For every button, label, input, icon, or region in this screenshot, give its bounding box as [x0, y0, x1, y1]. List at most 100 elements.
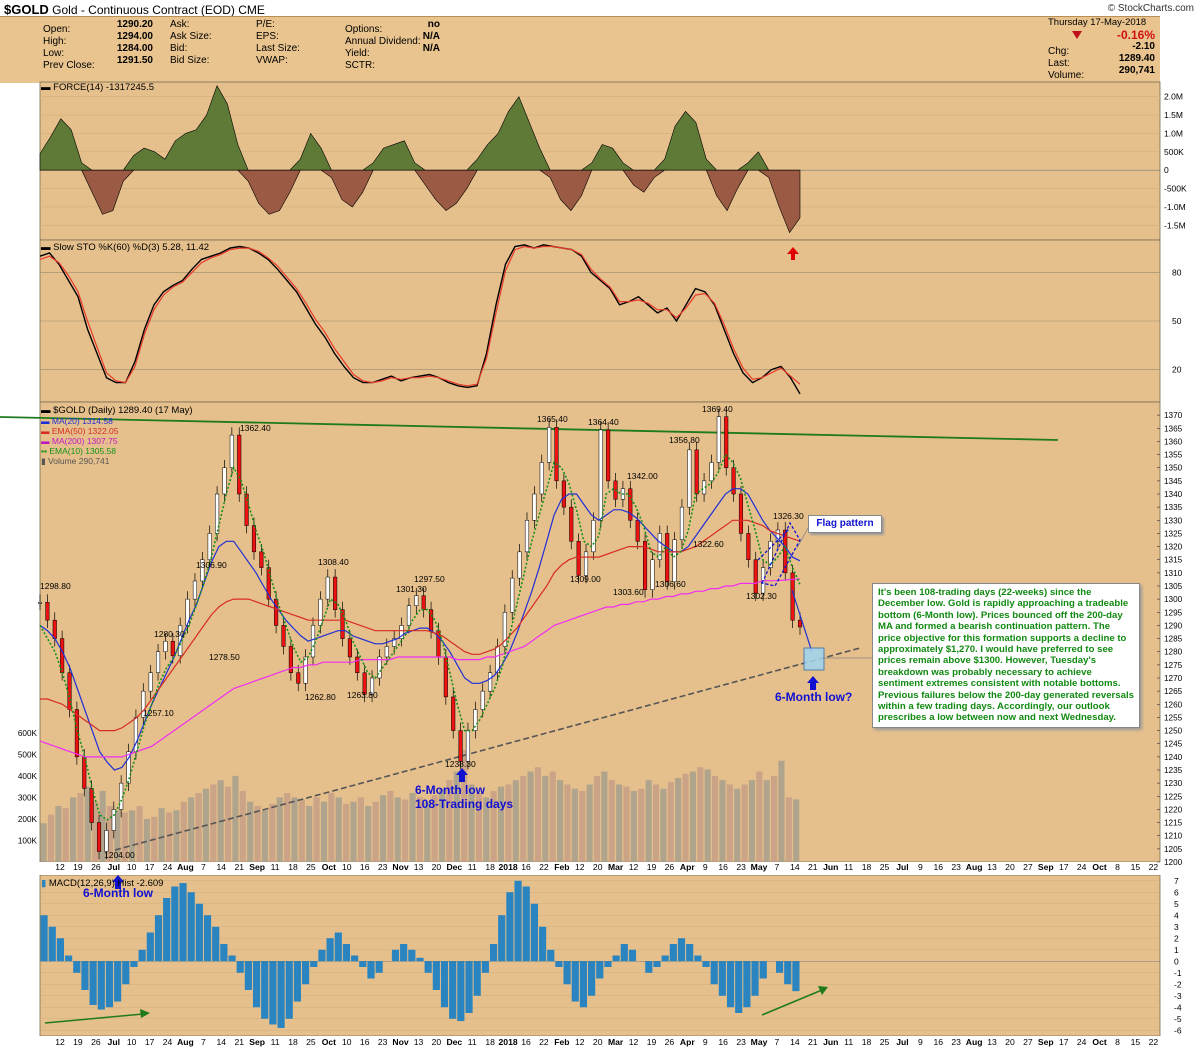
symbol: $GOLD [4, 2, 49, 17]
candle-body [303, 656, 308, 684]
x-tick: 22 [539, 862, 549, 872]
candle-body [406, 605, 411, 626]
candle-body [746, 533, 751, 560]
macd-bar [138, 949, 146, 962]
price-label: 1278.50 [209, 652, 240, 662]
candle-body [547, 426, 552, 463]
price-ytick: 1200 [1164, 858, 1183, 867]
candle-body [369, 677, 375, 695]
xaxis-strip-2 [0, 1036, 1200, 1052]
volume-bar [239, 790, 246, 862]
macd-ytick: 4 [1174, 910, 1179, 920]
price-ytick: 1325 [1164, 529, 1183, 538]
x-tick-bottom: Mar [608, 1037, 624, 1047]
volume-bar [549, 771, 556, 862]
x-tick-bottom: Jul [108, 1037, 120, 1047]
macd-bar [342, 944, 351, 962]
candle-body [628, 488, 633, 521]
price-label: 1308.40 [318, 557, 349, 567]
macd-bar [677, 938, 686, 962]
x-tick-bottom: 7 [201, 1037, 206, 1047]
macd-bar [588, 961, 596, 996]
volume-bar [638, 788, 645, 862]
volume-bar [446, 780, 453, 862]
force-ytick: -500K [1164, 184, 1187, 194]
flag-pattern-label: Flag pattern [808, 515, 882, 533]
sto-ytick: 20 [1172, 365, 1182, 375]
price-ytick: 1250 [1164, 727, 1183, 736]
candle-body [229, 434, 234, 468]
projection-line [791, 589, 813, 653]
volume-bar [542, 775, 549, 862]
force-negative-area [40, 169, 801, 234]
price-label: 1342.00 [627, 471, 658, 481]
x-tick-bottom: 25 [306, 1037, 316, 1047]
down-arrow-icon [1072, 31, 1082, 39]
macd-trend-2 [761, 989, 823, 1016]
price-label: 1369.40 [702, 404, 733, 414]
candle-body [340, 609, 345, 639]
candle-body [244, 493, 249, 526]
sto-title: ▬ Slow STO %K(60) %D(3) 5.28, 11.42 [41, 242, 210, 253]
x-tick: 15 [1131, 862, 1141, 872]
volume-bar [180, 801, 187, 862]
volume-bar [70, 797, 77, 862]
force-ytick: -1.5M [1164, 220, 1186, 230]
x-tick: 24 [1077, 862, 1087, 872]
x-tick-bottom: 26 [665, 1037, 675, 1047]
x-tick: 12 [629, 862, 639, 872]
macd-bar [481, 961, 489, 973]
x-tick-bottom: 23 [378, 1037, 388, 1047]
volume-bar [232, 775, 239, 862]
volume-bar [483, 797, 490, 862]
flag-line [757, 527, 791, 561]
macd-bar [334, 932, 342, 962]
volume-bar [394, 797, 401, 862]
chart-title: $GOLD Gold - Continuous Contract (EOD) C… [4, 2, 265, 17]
x-tick-bottom: 23 [736, 1037, 746, 1047]
volume-bar [92, 801, 99, 862]
candle-body [488, 672, 493, 692]
legend-ema10: ▪▪ EMA(10) 1305.58 [41, 446, 117, 456]
x-tick: Jul [108, 862, 120, 872]
candle-body [215, 493, 220, 534]
volume-bar [320, 801, 328, 862]
price-ytick: 1335 [1164, 503, 1183, 512]
x-tick: Feb [554, 862, 569, 872]
price-label: 1238.30 [445, 759, 476, 769]
macd-bar [105, 961, 114, 1008]
x-tick: Apr [680, 862, 695, 872]
volume-bar [335, 797, 342, 862]
price-ytick: 1330 [1164, 516, 1183, 525]
candle-body [583, 551, 589, 576]
volume-bar [579, 790, 586, 862]
candle-body [635, 520, 640, 542]
volume-ytick: 100K [18, 836, 38, 845]
x-tick-bottom: Aug [177, 1037, 194, 1047]
macd-bar [686, 944, 694, 962]
x-tick: Jul [896, 862, 908, 872]
candle-body [251, 525, 257, 553]
price-ytick: 1280 [1164, 648, 1183, 657]
candle-body [753, 559, 758, 594]
macd-bar [236, 961, 244, 973]
price-ytick: 1285 [1164, 635, 1183, 644]
price-ytick: 1205 [1164, 845, 1183, 854]
macd-bar [293, 961, 302, 1002]
price-ytick: 1315 [1164, 556, 1183, 565]
macd-trend-1 [44, 1013, 144, 1024]
macd-bar [792, 961, 800, 992]
candle-body [510, 577, 515, 613]
candle-body [414, 595, 419, 606]
price-ytick: 1365 [1164, 424, 1183, 433]
x-tick-bottom: 24 [1077, 1037, 1087, 1047]
volume-bar [62, 808, 69, 862]
x-tick-bottom: 2018 [499, 1037, 518, 1047]
volume-bar [778, 760, 785, 862]
candle-body [768, 541, 773, 568]
volume-bar [129, 810, 136, 862]
volume-bar [99, 790, 106, 862]
blue-up-arrow-icon [456, 768, 468, 782]
candle-body [554, 426, 559, 482]
macd-ytick: 5 [1174, 899, 1179, 909]
